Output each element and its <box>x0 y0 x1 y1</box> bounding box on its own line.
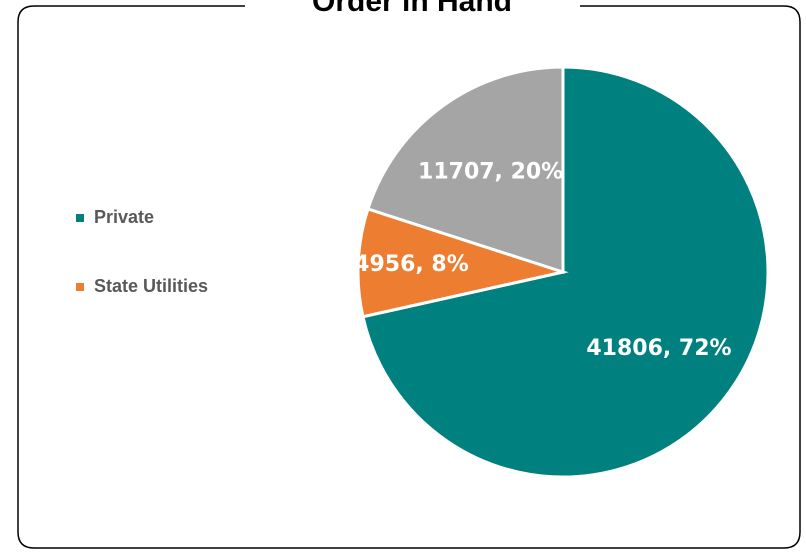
data-label: 4956, 8% <box>354 252 469 277</box>
data-label: 11707, 20% <box>418 160 563 185</box>
legend-label: Private <box>94 207 154 227</box>
legend-label: State Utilities <box>94 276 208 296</box>
frame <box>17 5 801 549</box>
chart-title: Order in Hand <box>312 0 512 18</box>
data-label: 41806, 72% <box>586 336 731 361</box>
legend-swatch <box>76 214 84 222</box>
legend-swatch <box>76 283 84 291</box>
pie-slice <box>356 207 569 319</box>
pie-slice <box>366 65 565 275</box>
